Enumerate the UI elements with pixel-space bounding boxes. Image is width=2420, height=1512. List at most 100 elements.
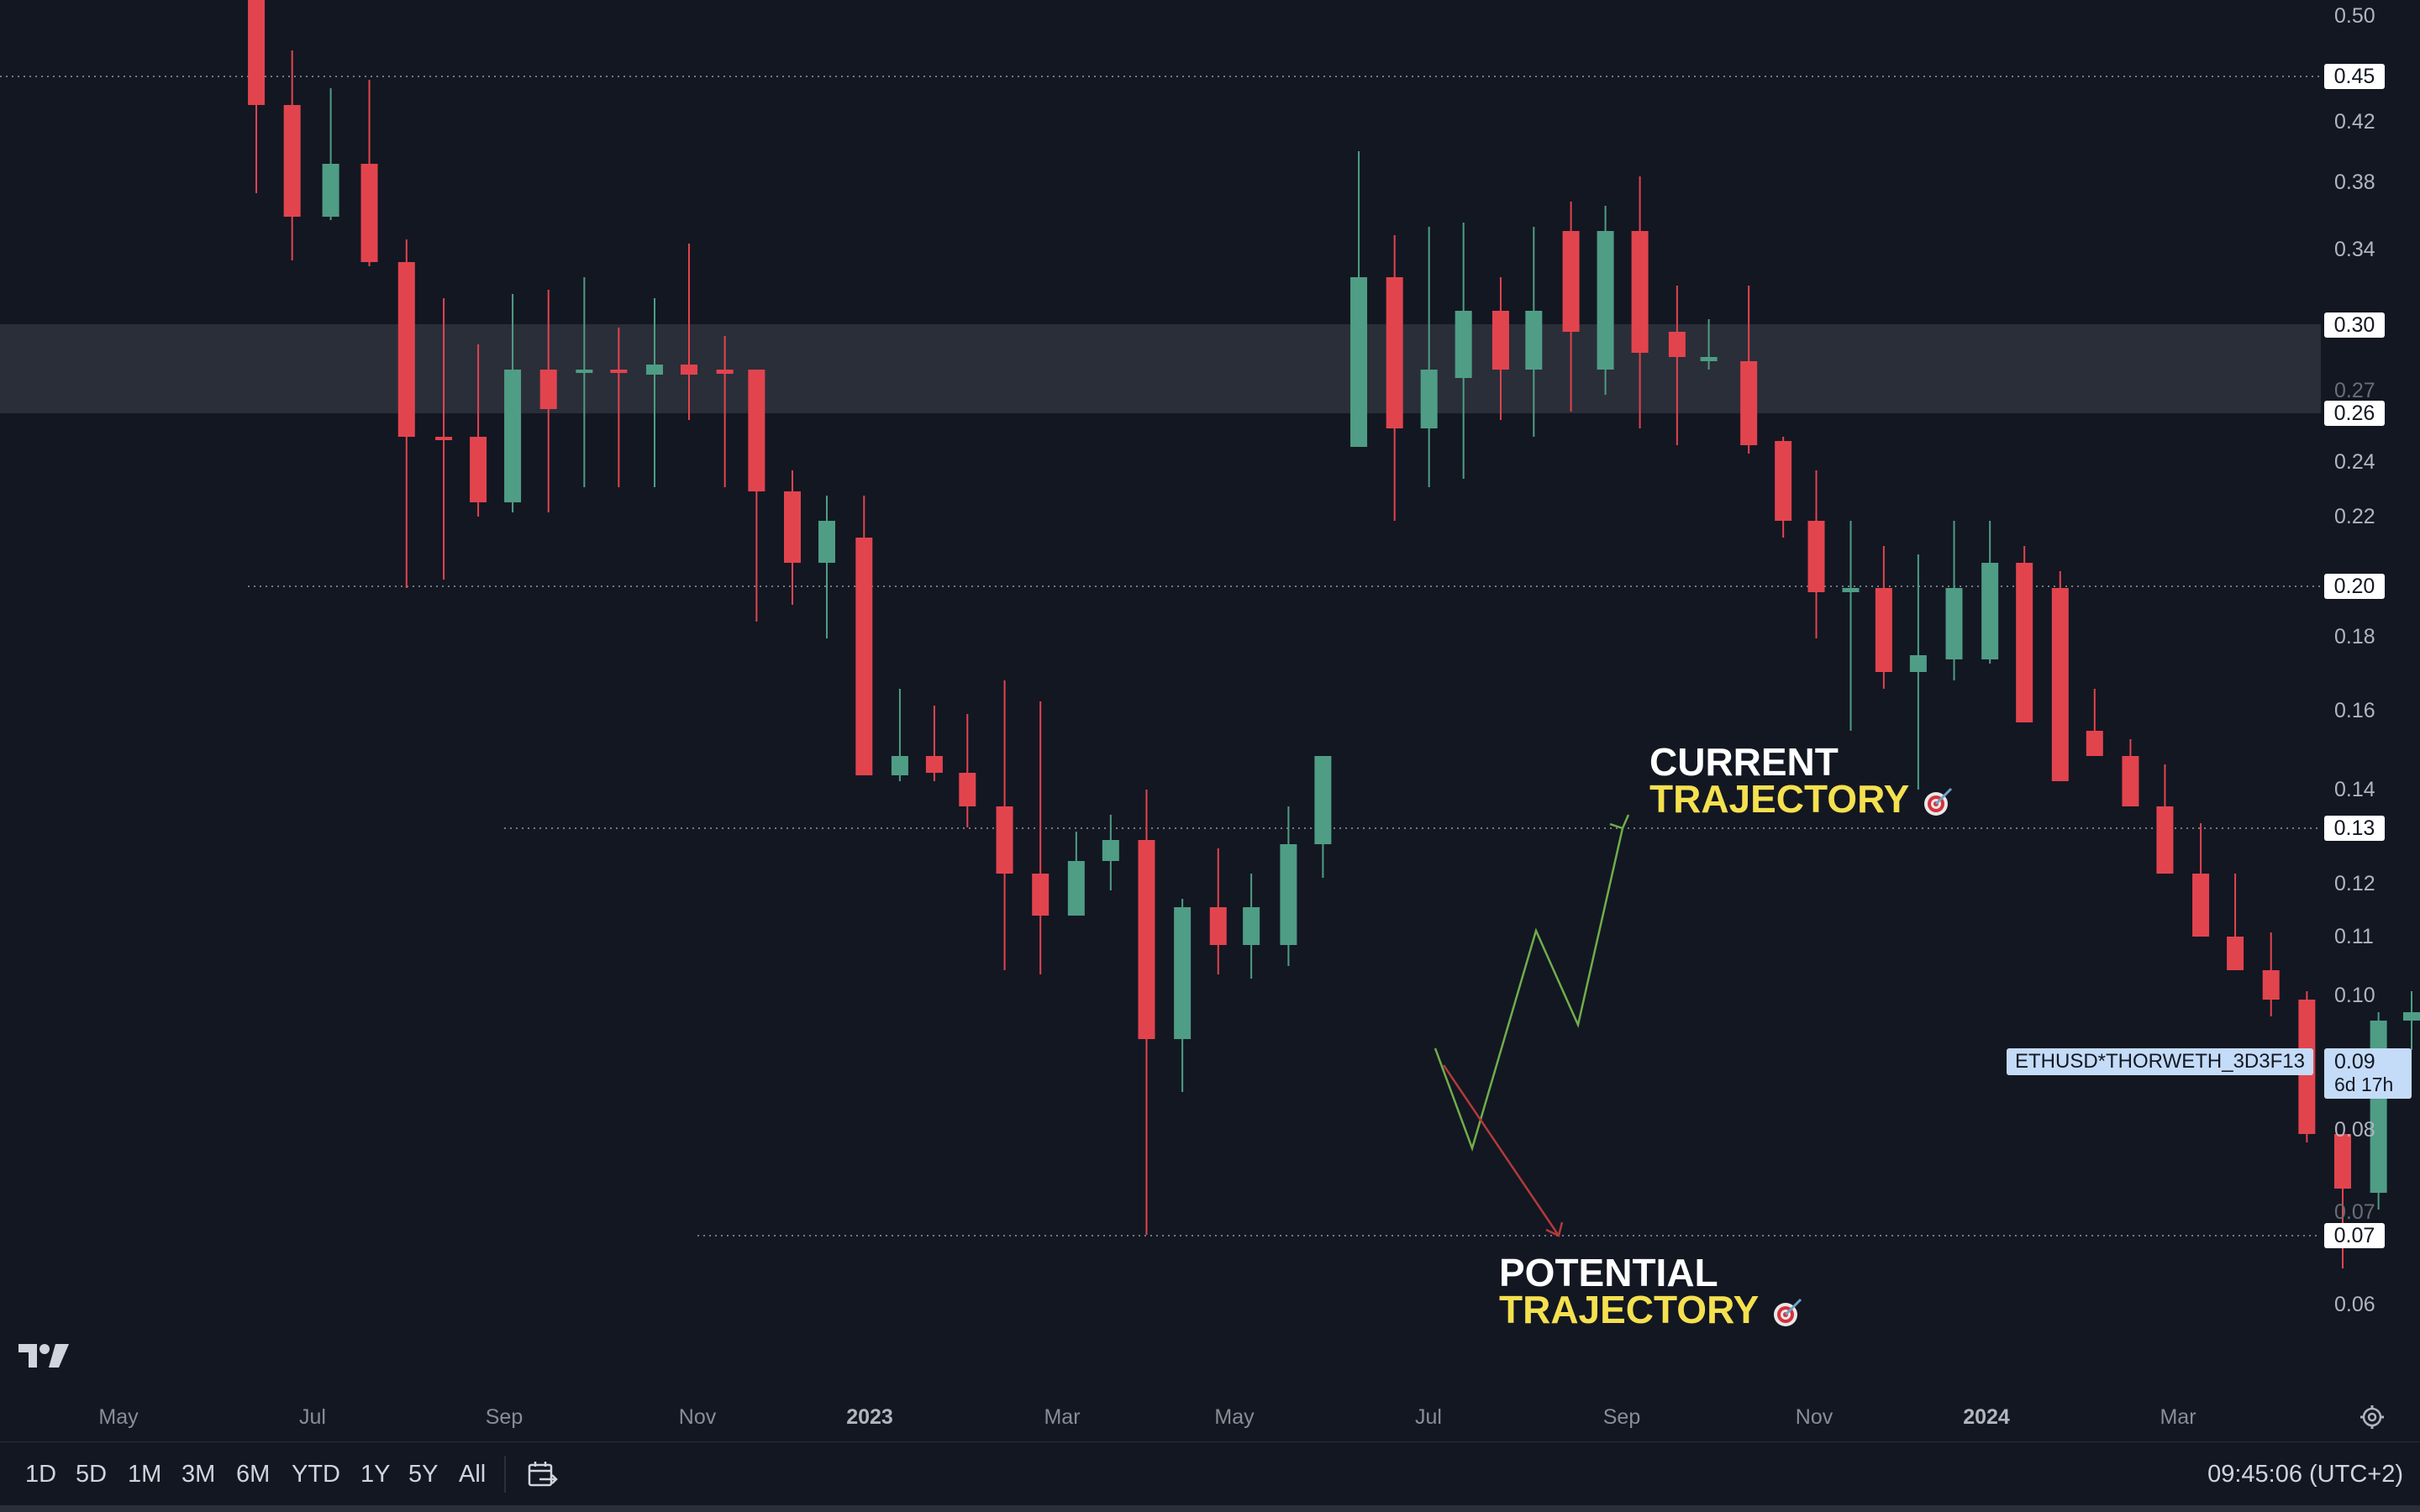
candle [397, 239, 415, 588]
candle [1314, 756, 1332, 878]
candle [1350, 151, 1368, 447]
range-1m-button[interactable]: 1M [128, 1461, 162, 1488]
candle [1386, 235, 1403, 521]
candle [959, 714, 976, 827]
candle-body [2370, 1021, 2387, 1193]
candle-body [1314, 756, 1332, 844]
tradingview-logo-icon[interactable] [18, 1342, 71, 1369]
x-tick: 2024 [1963, 1405, 2010, 1429]
candle [1775, 437, 1792, 538]
level-badge: 0.20 [2324, 574, 2385, 599]
candle-body [1032, 874, 1050, 916]
candle [283, 50, 301, 260]
candle-body [610, 370, 628, 373]
candle [360, 80, 378, 266]
candle [855, 496, 873, 775]
candle [1807, 470, 1825, 638]
x-tick: Sep [485, 1405, 523, 1429]
y-tick: 0.24 [2334, 450, 2375, 474]
candle [1668, 286, 1686, 445]
candle [2086, 689, 2103, 756]
candle [1032, 701, 1050, 974]
y-tick: 0.27 [2334, 379, 2375, 402]
candle [1700, 319, 1718, 370]
candle [2370, 1012, 2387, 1210]
y-tick: 0.18 [2334, 625, 2375, 648]
candle [925, 706, 943, 781]
candle [1631, 176, 1649, 428]
calendar-range-icon[interactable] [526, 1459, 558, 1491]
clock-timezone[interactable]: 09:45:06 (UTC+2) [2207, 1461, 2403, 1488]
range-1d-button[interactable]: 1D [25, 1461, 57, 1488]
candle [435, 298, 453, 580]
candle-body [1562, 231, 1580, 332]
candle-body [2192, 874, 2210, 937]
current-trajectory-annotation[interactable]: CURRENT TRAJECTORY [1649, 743, 1954, 819]
candle-body [2227, 937, 2244, 970]
symbol-label: ETHUSD*THORWETH_3D3F13 [2007, 1048, 2313, 1075]
candle-body [959, 773, 976, 806]
range-ytd-button[interactable]: YTD [292, 1461, 340, 1488]
candle [2051, 571, 2069, 781]
range-all-button[interactable]: All [459, 1461, 487, 1488]
y-tick: 0.06 [2334, 1293, 2375, 1316]
gear-icon[interactable] [2360, 1404, 2385, 1430]
candle [2262, 932, 2280, 1016]
candlestick-series [248, 0, 2420, 1268]
candle-body [397, 262, 415, 437]
candle-body [748, 370, 765, 491]
candle [610, 328, 628, 487]
range-1y-button[interactable]: 1Y [360, 1461, 391, 1488]
range-3m-button[interactable]: 3M [182, 1461, 216, 1488]
candle-body [1842, 588, 1860, 592]
candle-body [248, 0, 266, 105]
y-tick: 0.10 [2334, 984, 2375, 1007]
candle [1981, 521, 1999, 664]
candle [891, 689, 908, 781]
candle [2403, 991, 2420, 1050]
candle-body [925, 756, 943, 773]
y-tick: 0.08 [2334, 1118, 2375, 1142]
range-5d-button[interactable]: 5D [76, 1461, 108, 1488]
current-price-badge: 0.09 6d 17h [2324, 1048, 2412, 1099]
candle [2016, 546, 2033, 722]
y-tick: 0.16 [2334, 699, 2375, 722]
candle-body [1067, 861, 1085, 916]
candle-body [1350, 277, 1368, 447]
level-badge: 0.45 [2324, 64, 2385, 89]
candle-body [1420, 370, 1438, 428]
candle [1875, 546, 1892, 689]
candle-body [1491, 311, 1509, 370]
annotation-line1: CURRENT [1649, 740, 1839, 784]
candle [818, 496, 835, 638]
candle [2156, 764, 2174, 874]
candle [716, 336, 734, 487]
range-5y-button[interactable]: 5Y [408, 1461, 439, 1488]
candle [248, 0, 266, 193]
candle-body [1386, 277, 1403, 428]
candle-body [1243, 907, 1260, 945]
candle-body [1138, 840, 1155, 1039]
x-tick: Nov [1795, 1405, 1833, 1429]
x-tick: Jul [299, 1405, 326, 1429]
range-6m-button[interactable]: 6M [236, 1461, 271, 1488]
candle-body [1981, 563, 1999, 659]
candle [2227, 874, 2244, 970]
y-tick: 0.11 [2334, 925, 2374, 948]
candle [1945, 521, 1963, 680]
candle-body [996, 806, 1013, 874]
candle [1597, 206, 1614, 395]
candle-body [646, 365, 663, 375]
candle-body [2051, 588, 2069, 781]
candle [996, 680, 1013, 970]
y-tick: 0.14 [2334, 778, 2375, 801]
candle [1067, 832, 1085, 916]
current-trajectory-arrowhead [1609, 814, 1630, 830]
candle-body [2086, 731, 2103, 756]
candle-body [1700, 357, 1718, 361]
candle [470, 344, 487, 517]
potential-trajectory-annotation[interactable]: POTENTIAL TRAJECTORY [1499, 1253, 1804, 1330]
y-tick: 0.38 [2334, 171, 2375, 194]
